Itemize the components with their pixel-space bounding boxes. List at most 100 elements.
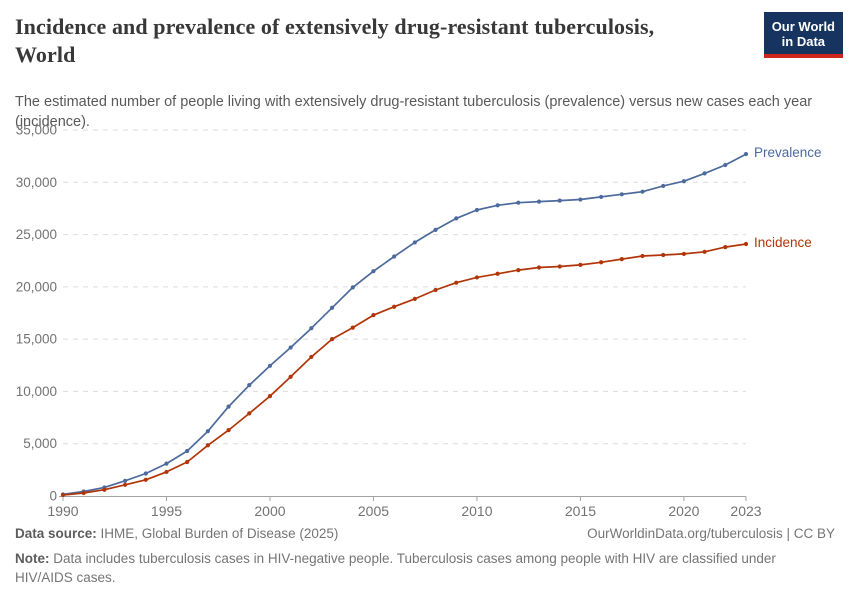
y-axis-label: 20,000 [16, 279, 57, 294]
prevalence-data-point[interactable] [143, 471, 148, 476]
incidence-data-point[interactable] [60, 492, 66, 498]
prevalence-data-point[interactable] [288, 345, 293, 350]
incidence-data-point[interactable] [350, 325, 355, 330]
incidence-data-point[interactable] [309, 354, 314, 360]
gridlines [63, 129, 746, 445]
prevalence-data-point[interactable] [640, 189, 645, 194]
prevalence-line[interactable] [62, 153, 747, 496]
footer-source-row: Data source: IHME, Global Burden of Dise… [15, 524, 835, 543]
page-title: Incidence and prevalence of extensively … [15, 13, 755, 69]
incidence-series [60, 241, 749, 498]
prevalence-data-point[interactable] [474, 207, 480, 213]
incidence-data-point[interactable] [743, 241, 749, 247]
incidence-data-point[interactable] [226, 428, 231, 433]
prevalence-data-point[interactable] [516, 200, 521, 205]
series-label-prevalence[interactable]: Prevalence [754, 145, 822, 161]
prevalence-data-point[interactable] [205, 429, 210, 434]
prevalence-series [60, 151, 749, 497]
prevalence-data-point[interactable] [226, 404, 231, 409]
owid-logo[interactable]: Our World in Data [763, 12, 843, 58]
incidence-data-point[interactable] [185, 459, 190, 465]
prevalence-data-point[interactable] [122, 478, 128, 483]
prevalence-data-point[interactable] [454, 216, 459, 221]
incidence-data-point[interactable] [122, 482, 128, 487]
incidence-data-point[interactable] [536, 265, 542, 270]
incidence-data-point[interactable] [329, 337, 335, 342]
incidence-data-point[interactable] [661, 252, 666, 258]
x-axis-labels: 1990 1995 2000 2005 2010 2015 2020 2023 [47, 503, 761, 519]
y-axis-label: 0 [49, 489, 57, 504]
incidence-data-point[interactable] [578, 262, 583, 267]
incidence-data-point[interactable] [164, 469, 169, 475]
prevalence-data-point[interactable] [619, 192, 624, 197]
incidence-data-point[interactable] [723, 245, 728, 250]
incidence-data-point[interactable] [599, 260, 604, 265]
incidence-data-point[interactable] [143, 477, 148, 482]
incidence-line[interactable] [62, 243, 747, 496]
prevalence-data-point[interactable] [495, 203, 500, 208]
incidence-data-point[interactable] [454, 280, 459, 285]
x-axis-label: 1990 [47, 503, 78, 519]
prevalence-data-point[interactable] [185, 448, 190, 454]
series-label-incidence[interactable]: Incidence [754, 234, 812, 250]
prevalence-data-point[interactable] [702, 171, 707, 176]
footer-note-text: Data includes tuberculosis cases in HIV-… [15, 551, 776, 585]
incidence-data-point[interactable] [392, 304, 397, 309]
x-axis-label: 2015 [565, 503, 596, 519]
prevalence-data-point[interactable] [412, 240, 417, 245]
footer-note: Note: Data includes tuberculosis cases i… [15, 549, 835, 587]
prevalence-data-point[interactable] [247, 383, 252, 388]
prevalence-data-point[interactable] [661, 183, 666, 189]
x-axis-label: 2005 [358, 503, 389, 519]
prevalence-data-point[interactable] [681, 179, 687, 184]
footer-source-value: IHME, Global Burden of Disease (2025) [100, 526, 339, 541]
incidence-data-point[interactable] [247, 411, 252, 416]
prevalence-data-point[interactable] [350, 285, 355, 290]
prevalence-data-point[interactable] [164, 461, 169, 466]
y-axis-label: 25,000 [16, 227, 57, 242]
incidence-data-point[interactable] [495, 271, 500, 276]
x-axis-label: 2000 [254, 503, 285, 519]
incidence-data-point[interactable] [102, 487, 107, 492]
prevalence-data-point[interactable] [536, 199, 542, 204]
incidence-data-point[interactable] [640, 253, 645, 259]
incidence-data-point[interactable] [474, 275, 480, 280]
incidence-data-point[interactable] [371, 312, 376, 318]
prevalence-data-point[interactable] [578, 197, 583, 202]
chart-footer: Data source: IHME, Global Burden of Dise… [15, 524, 835, 587]
incidence-data-point[interactable] [267, 394, 273, 399]
owid-logo-line2: in Data [781, 34, 826, 49]
prevalence-data-point[interactable] [309, 326, 314, 331]
incidence-data-point[interactable] [205, 443, 210, 448]
prevalence-data-point[interactable] [743, 151, 749, 157]
prevalence-data-point[interactable] [371, 269, 376, 274]
incidence-data-point[interactable] [702, 249, 707, 254]
incidence-data-point[interactable] [412, 296, 417, 301]
x-axis-label: 2023 [730, 503, 761, 519]
prevalence-data-point[interactable] [599, 194, 604, 200]
incidence-data-point[interactable] [433, 287, 438, 293]
prevalence-data-point[interactable] [723, 162, 728, 168]
footer-note-label: Note: [15, 551, 50, 566]
prevalence-data-point[interactable] [329, 305, 335, 310]
y-axis-label: 35,000 [16, 123, 57, 138]
owid-logo-line1: Our World [771, 19, 835, 34]
x-axis-label: 2020 [668, 503, 699, 519]
incidence-data-point[interactable] [619, 257, 624, 262]
footer-source: Data source: IHME, Global Burden of Dise… [15, 524, 338, 543]
x-axis-label: 1995 [151, 503, 182, 519]
incidence-data-point[interactable] [516, 268, 521, 273]
page-title-line2: World [15, 42, 76, 67]
y-axis-labels: 0 5,000 10,000 15,000 20,000 25,000 30,000 35,0… [16, 123, 57, 504]
footer-credit-link[interactable]: OurWorldinData.org/tuberculosis | CC BY [587, 526, 835, 541]
chart-subtitle: The estimated number of people living wi… [15, 94, 813, 130]
prevalence-data-point[interactable] [392, 254, 397, 259]
prevalence-data-point[interactable] [267, 363, 273, 368]
incidence-data-point[interactable] [681, 251, 687, 257]
incidence-data-point[interactable] [557, 264, 562, 269]
prevalence-data-point[interactable] [433, 227, 438, 232]
incidence-data-point[interactable] [288, 374, 293, 379]
incidence-data-point[interactable] [81, 490, 86, 496]
prevalence-data-point[interactable] [557, 198, 562, 203]
